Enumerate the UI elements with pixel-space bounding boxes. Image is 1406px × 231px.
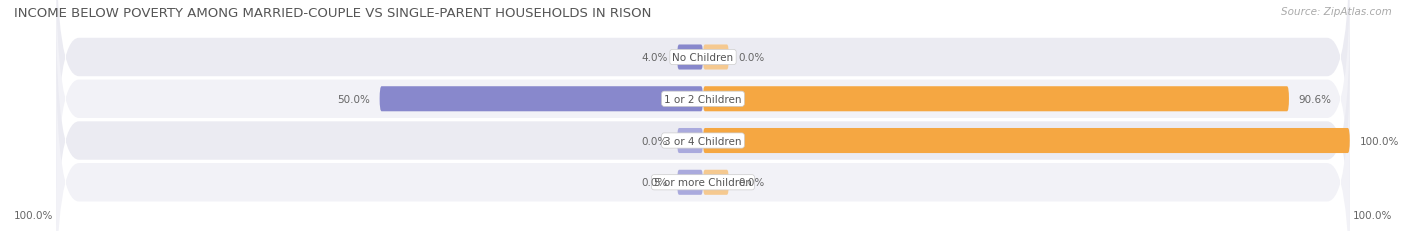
FancyBboxPatch shape [56, 56, 1350, 231]
Text: 0.0%: 0.0% [738, 53, 765, 63]
FancyBboxPatch shape [678, 128, 703, 153]
Text: 100.0%: 100.0% [1353, 210, 1392, 220]
Text: 0.0%: 0.0% [738, 177, 765, 188]
FancyBboxPatch shape [56, 0, 1350, 184]
Text: 50.0%: 50.0% [337, 94, 370, 104]
Text: 1 or 2 Children: 1 or 2 Children [664, 94, 742, 104]
Text: 3 or 4 Children: 3 or 4 Children [664, 136, 742, 146]
Text: 100.0%: 100.0% [1360, 136, 1399, 146]
Text: 100.0%: 100.0% [14, 210, 53, 220]
FancyBboxPatch shape [678, 170, 703, 195]
Text: 4.0%: 4.0% [641, 53, 668, 63]
Text: 0.0%: 0.0% [641, 136, 668, 146]
Text: No Children: No Children [672, 53, 734, 63]
Text: 0.0%: 0.0% [641, 177, 668, 188]
Text: 5 or more Children: 5 or more Children [654, 177, 752, 188]
FancyBboxPatch shape [703, 45, 728, 70]
FancyBboxPatch shape [678, 45, 703, 70]
Text: 90.6%: 90.6% [1299, 94, 1331, 104]
FancyBboxPatch shape [56, 0, 1350, 226]
Text: INCOME BELOW POVERTY AMONG MARRIED-COUPLE VS SINGLE-PARENT HOUSEHOLDS IN RISON: INCOME BELOW POVERTY AMONG MARRIED-COUPL… [14, 7, 651, 20]
FancyBboxPatch shape [703, 87, 1289, 112]
Text: Source: ZipAtlas.com: Source: ZipAtlas.com [1281, 7, 1392, 17]
FancyBboxPatch shape [703, 128, 1350, 153]
FancyBboxPatch shape [703, 170, 728, 195]
FancyBboxPatch shape [56, 15, 1350, 231]
FancyBboxPatch shape [380, 87, 703, 112]
